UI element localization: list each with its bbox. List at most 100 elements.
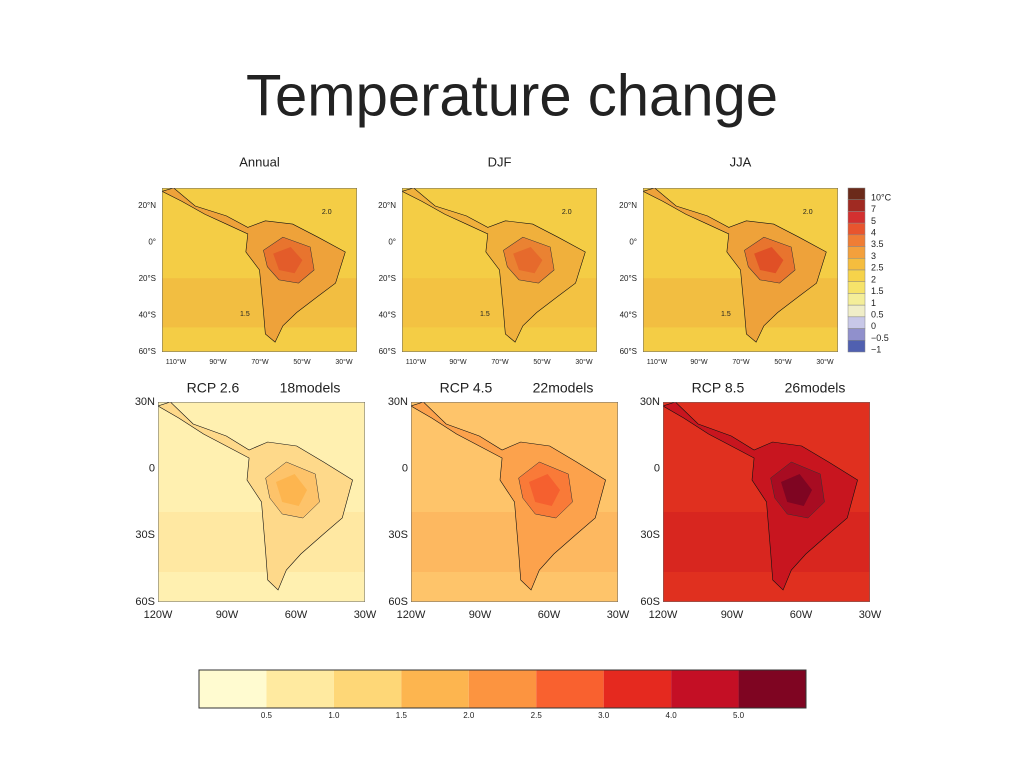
colorbar-label: 3 [871, 251, 876, 261]
lat-label: 30S [388, 529, 408, 541]
lon-label: 70°W [251, 358, 269, 366]
colorbar-swatch [847, 328, 866, 341]
lat-label: 0 [402, 463, 408, 475]
colorbar-label: 2 [871, 274, 876, 284]
continent [643, 188, 826, 342]
colorbar-swatch [603, 670, 672, 708]
lon-label: 30°W [575, 358, 593, 366]
panel-title: Annual [239, 154, 280, 169]
lon-label: 50°W [533, 358, 551, 366]
colorbar-swatch [847, 340, 866, 353]
hot-core [273, 247, 303, 274]
top-map [643, 188, 838, 352]
colorbar-swatch [847, 211, 866, 224]
lon-label: 110°W [166, 358, 187, 366]
contour-label: 1.5 [721, 311, 731, 318]
colorbar-label: 3.5 [871, 239, 884, 249]
colorbar-swatch [847, 269, 866, 282]
lon-label: 110°W [647, 358, 668, 366]
lon-label: 30W [859, 609, 882, 621]
lon-label: 90°W [690, 358, 708, 366]
colorbar-swatch [738, 670, 806, 708]
colorbar-swatch [847, 246, 866, 259]
lat-label: 0° [148, 238, 156, 247]
scenario-name: RCP 4.5 [440, 380, 493, 396]
colorbar-swatch [847, 316, 866, 329]
lat-label: 30N [640, 396, 660, 408]
lat-label: 60°S [379, 347, 396, 356]
lon-label: 70°W [732, 358, 750, 366]
lat-label: 60S [135, 596, 155, 608]
bottom-map [158, 402, 365, 602]
colorbar-label: 1.0 [328, 711, 340, 720]
lat-label: 40°S [379, 311, 396, 320]
lat-label: 30S [640, 529, 660, 541]
lon-label: 90°W [209, 358, 227, 366]
colorbar-swatch [847, 187, 866, 200]
lon-label: 120W [649, 609, 678, 621]
colorbar-label: 1.5 [871, 286, 884, 296]
scenario-name: RCP 2.6 [187, 380, 240, 396]
lon-label: 90W [216, 609, 239, 621]
lon-label: 90°W [449, 358, 467, 366]
colorbar-label: 10°C [871, 192, 892, 202]
model-count: 26models [785, 380, 846, 396]
panel-title: JJA [730, 154, 752, 169]
colorbar-label: 2.0 [463, 711, 475, 720]
continent [402, 188, 585, 342]
colorbar-swatch [199, 670, 267, 708]
continent [663, 402, 858, 590]
colorbar-label: 7 [871, 204, 876, 214]
lat-label: 60S [640, 596, 660, 608]
lat-label: 40°S [620, 311, 637, 320]
top-map [402, 188, 597, 352]
colorbar-label: −0.5 [871, 333, 889, 343]
colorbar-label: 3.0 [598, 711, 610, 720]
colorbar-swatch [847, 304, 866, 318]
colorbar-swatch [671, 670, 739, 708]
lat-label: 60°S [620, 347, 637, 356]
lon-label: 50°W [293, 358, 311, 366]
contour-label: 2.0 [562, 209, 572, 216]
contour-label: 2.0 [322, 209, 332, 216]
colorbar-frame [198, 669, 807, 709]
panel-title: DJF [488, 154, 512, 169]
lat-label: 0 [654, 463, 660, 475]
hot-core [780, 474, 813, 506]
colorbar-swatch [401, 670, 469, 708]
colorbar-swatch [847, 293, 866, 306]
contour-label: 1.5 [240, 311, 250, 318]
colorbar-swatch [847, 199, 866, 212]
colorbar-swatch [333, 670, 402, 708]
colorbar-label: 2.5 [531, 711, 543, 720]
colorbar-swatch [847, 222, 866, 236]
lat-label: 60S [388, 596, 408, 608]
lon-label: 30W [607, 609, 630, 621]
bottom-map [411, 402, 618, 602]
slide-title: Temperature change [246, 63, 778, 128]
lon-label: 30W [354, 609, 377, 621]
colorbar-swatch [847, 258, 866, 271]
lon-label: 90W [469, 609, 492, 621]
lat-label: 40°S [139, 311, 156, 320]
hot-core [513, 247, 543, 274]
colorbar-swatch [847, 281, 866, 294]
lat-label: 0 [149, 463, 155, 475]
bottom-map [663, 402, 870, 602]
contour-label: 1.5 [480, 311, 490, 318]
colorbar-label: 5 [871, 216, 876, 226]
hot-core [754, 247, 784, 274]
lat-label: 20°N [378, 201, 396, 210]
lon-label: 120W [397, 609, 426, 621]
lon-label: 110°W [406, 358, 427, 366]
lon-label: 70°W [491, 358, 509, 366]
continent [158, 402, 353, 590]
hot-core [275, 474, 308, 506]
colorbar-label: 2.5 [871, 263, 884, 273]
colorbar-label: 4.0 [666, 711, 678, 720]
lat-label: 0° [388, 238, 396, 247]
lat-label: 0° [629, 238, 637, 247]
hot-core [528, 474, 561, 506]
lat-label: 20°S [139, 274, 156, 283]
